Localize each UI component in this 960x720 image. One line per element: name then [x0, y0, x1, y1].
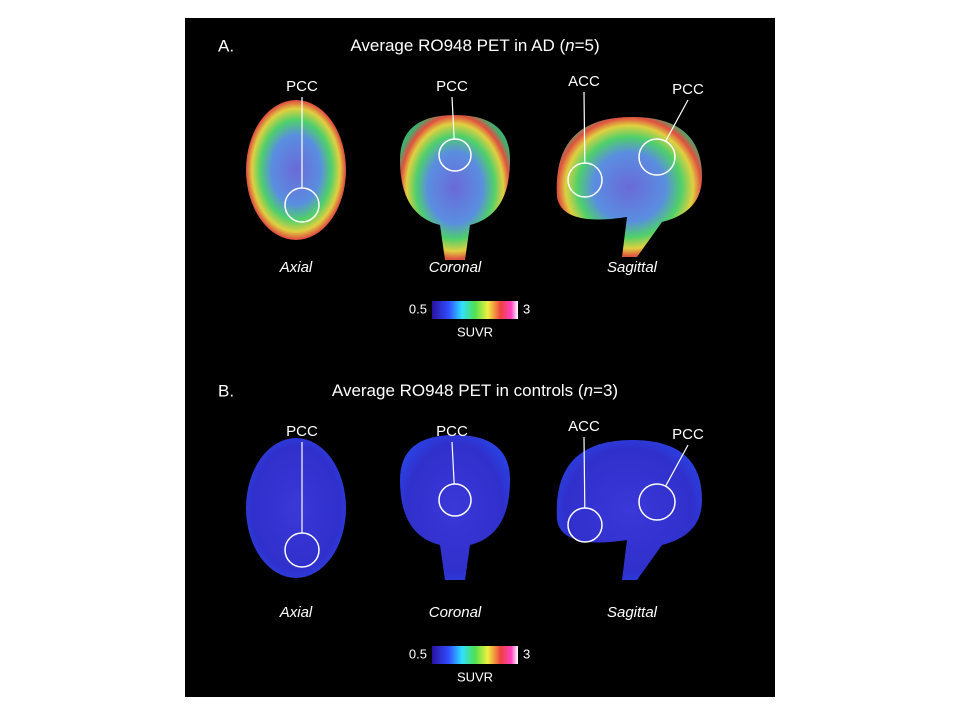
region-label: PCC: [672, 81, 704, 98]
brain-axial: [246, 438, 346, 578]
region-pointer: [665, 99, 689, 142]
region-label: PCC: [286, 78, 318, 95]
title-italic: n: [584, 381, 593, 400]
region-circle: [284, 187, 320, 223]
region-circle: [438, 483, 472, 517]
panel-title: Average RO948 PET in AD (n=5): [350, 36, 599, 55]
region-circle: [638, 138, 676, 176]
panel-label: A.: [218, 36, 234, 55]
view-label: Sagittal: [607, 604, 658, 621]
region-pointer: [583, 436, 586, 509]
title-text: Average RO948 PET in controls (: [332, 381, 584, 400]
region-label: PCC: [672, 426, 704, 443]
colorbar-unit: SUVR: [457, 324, 493, 339]
colorbar-min: 0.5: [409, 646, 427, 661]
view-label: Sagittal: [607, 259, 658, 276]
brain-coronal: [400, 435, 510, 580]
title-text: =3): [593, 381, 618, 400]
view-label: Coronal: [429, 604, 482, 621]
region-pointer: [451, 96, 455, 140]
colorbar-unit: SUVR: [457, 669, 493, 684]
colorbar-max: 3: [523, 301, 530, 316]
panel-title: Average RO948 PET in controls (n=3): [332, 381, 618, 400]
brain-sagittal: [556, 440, 702, 580]
colorbar: [432, 646, 518, 664]
region-pointer: [451, 441, 455, 485]
region-label: ACC: [568, 418, 600, 435]
region-label: PCC: [436, 423, 468, 440]
region-label: ACC: [568, 73, 600, 90]
brain-axial: [246, 100, 346, 240]
region-label: PCC: [436, 78, 468, 95]
view-label: Coronal: [429, 259, 482, 276]
region-circle: [284, 532, 320, 568]
title-text: =5): [575, 36, 600, 55]
brain-coronal: [400, 115, 510, 260]
colorbar-max: 3: [523, 646, 530, 661]
region-circle: [567, 162, 603, 198]
region-pointer: [665, 444, 689, 487]
region-pointer: [583, 91, 586, 164]
brain-sagittal: [556, 117, 702, 257]
region-circle: [567, 507, 603, 543]
view-label: Axial: [279, 259, 313, 276]
colorbar-min: 0.5: [409, 301, 427, 316]
region-circle: [438, 138, 472, 172]
region-circle: [638, 483, 676, 521]
view-label: Axial: [279, 604, 313, 621]
colorbar: [432, 301, 518, 319]
title-text: Average RO948 PET in AD (: [350, 36, 565, 55]
panel-label: B.: [218, 381, 234, 400]
title-italic: n: [565, 36, 574, 55]
region-label: PCC: [286, 423, 318, 440]
